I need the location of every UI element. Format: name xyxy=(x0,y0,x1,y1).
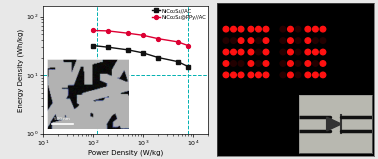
NiCo₂S₄@PPy//AC xyxy=(186,45,191,47)
NiCo₂S₄@PPy//AC xyxy=(126,32,130,34)
Circle shape xyxy=(320,38,326,43)
Circle shape xyxy=(238,26,244,32)
Circle shape xyxy=(280,72,286,78)
Circle shape xyxy=(223,26,229,32)
Circle shape xyxy=(238,38,244,43)
NiCo₂S₄@PPy//AC xyxy=(106,30,110,32)
Polygon shape xyxy=(327,117,341,131)
Circle shape xyxy=(295,26,301,32)
NiCo₂S₄@PPy//AC xyxy=(141,34,146,36)
Circle shape xyxy=(263,72,269,78)
Circle shape xyxy=(295,38,301,43)
Circle shape xyxy=(238,61,244,66)
Circle shape xyxy=(256,38,261,43)
NiCo₂S₄@PPy//AC xyxy=(176,41,180,43)
Circle shape xyxy=(223,38,229,43)
Circle shape xyxy=(256,49,261,55)
Circle shape xyxy=(263,26,269,32)
Circle shape xyxy=(223,49,229,55)
Circle shape xyxy=(320,72,326,78)
Circle shape xyxy=(256,61,261,66)
Circle shape xyxy=(248,72,254,78)
Circle shape xyxy=(280,38,286,43)
NiCo₂S₄@PPy//AC xyxy=(156,38,160,40)
Circle shape xyxy=(288,72,293,78)
X-axis label: Power Density (W/kg): Power Density (W/kg) xyxy=(88,150,163,156)
Circle shape xyxy=(305,26,311,32)
Circle shape xyxy=(320,49,326,55)
Circle shape xyxy=(320,61,326,66)
Circle shape xyxy=(280,61,286,66)
Circle shape xyxy=(295,49,301,55)
Circle shape xyxy=(256,26,261,32)
Circle shape xyxy=(231,72,236,78)
Circle shape xyxy=(305,49,311,55)
Circle shape xyxy=(288,49,293,55)
Circle shape xyxy=(263,38,269,43)
Legend: NiCo₂S₄//AC, NiCo₂S₄@PPy//AC: NiCo₂S₄//AC, NiCo₂S₄@PPy//AC xyxy=(152,8,207,20)
NiCo₂S₄//AC xyxy=(186,66,191,68)
Circle shape xyxy=(295,72,301,78)
Circle shape xyxy=(231,26,236,32)
Circle shape xyxy=(305,61,311,66)
Circle shape xyxy=(313,26,318,32)
Text: 500 nm: 500 nm xyxy=(54,117,70,121)
Y-axis label: Energy Density (Wh/kg): Energy Density (Wh/kg) xyxy=(18,28,24,111)
Circle shape xyxy=(313,61,318,66)
Circle shape xyxy=(231,49,236,55)
Circle shape xyxy=(313,49,318,55)
Circle shape xyxy=(248,38,254,43)
NiCo₂S₄//AC xyxy=(176,61,180,63)
Circle shape xyxy=(295,61,301,66)
Circle shape xyxy=(280,49,286,55)
NiCo₂S₄//AC xyxy=(126,49,130,51)
Circle shape xyxy=(231,61,236,66)
Circle shape xyxy=(223,72,229,78)
Circle shape xyxy=(305,72,311,78)
Circle shape xyxy=(248,26,254,32)
NiCo₂S₄//AC xyxy=(91,45,96,47)
Circle shape xyxy=(248,49,254,55)
Circle shape xyxy=(238,72,244,78)
NiCo₂S₄//AC xyxy=(156,57,160,59)
NiCo₂S₄@PPy//AC xyxy=(91,30,96,31)
Circle shape xyxy=(256,72,261,78)
Line: NiCo₂S₄//AC: NiCo₂S₄//AC xyxy=(91,44,190,69)
Circle shape xyxy=(248,61,254,66)
Circle shape xyxy=(263,61,269,66)
Circle shape xyxy=(263,49,269,55)
Circle shape xyxy=(280,26,286,32)
Circle shape xyxy=(288,38,293,43)
Circle shape xyxy=(313,72,318,78)
Circle shape xyxy=(305,38,311,43)
Circle shape xyxy=(320,26,326,32)
Circle shape xyxy=(238,49,244,55)
Circle shape xyxy=(288,26,293,32)
NiCo₂S₄//AC xyxy=(141,52,146,54)
Circle shape xyxy=(288,61,293,66)
NiCo₂S₄//AC xyxy=(106,46,110,48)
Circle shape xyxy=(223,61,229,66)
Circle shape xyxy=(313,38,318,43)
Circle shape xyxy=(231,38,236,43)
Line: NiCo₂S₄@PPy//AC: NiCo₂S₄@PPy//AC xyxy=(91,28,190,48)
